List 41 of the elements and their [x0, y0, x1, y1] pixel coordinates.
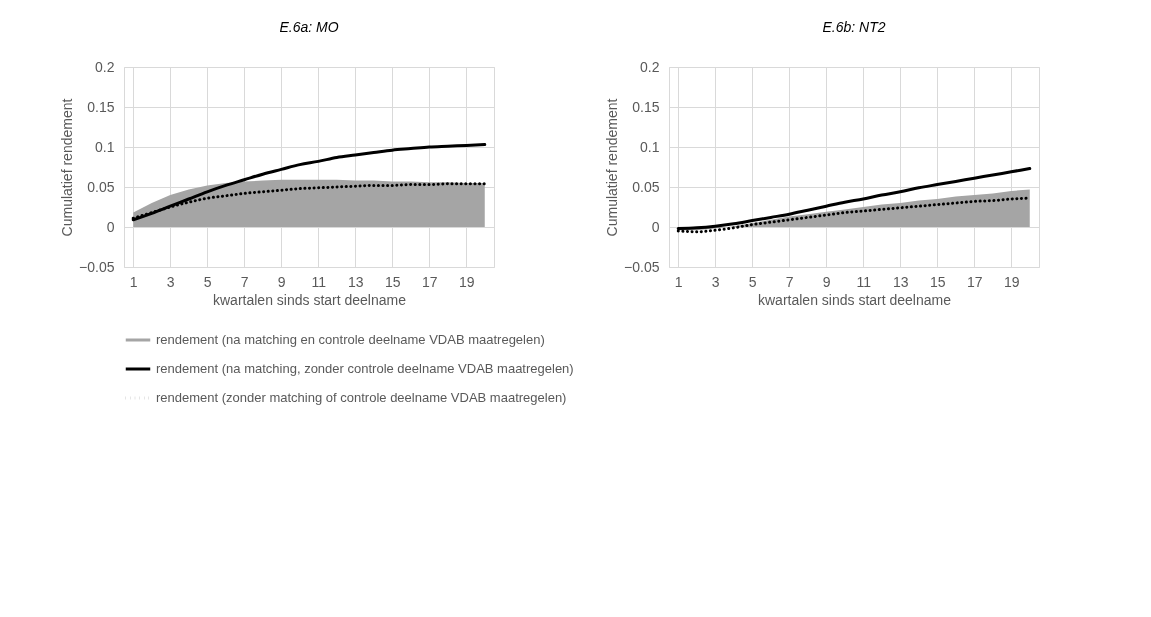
x-tick-label: 17: [421, 273, 438, 290]
x-tick-label: 15: [384, 273, 401, 290]
y-axis-title: Cumulatief rendement: [604, 98, 621, 237]
legend-label: rendement (na matching, zonder controle deelname VDAB maatregelen): [156, 361, 574, 376]
x-tick-label: 19: [458, 273, 475, 290]
x-tick-label: 5: [203, 273, 212, 290]
x-tick-label: 3: [711, 273, 720, 290]
y-tick-label: 0: [651, 218, 660, 235]
x-tick-label: 13: [347, 273, 364, 290]
x-tick-label: 11: [856, 273, 872, 290]
x-tick-label: 19: [1003, 273, 1020, 290]
y-axis-title: Cumulatief rendement: [59, 98, 76, 237]
x-tick-label: 7: [785, 273, 794, 290]
x-tick-label: 13: [892, 273, 909, 290]
x-tick-label: 9: [277, 273, 286, 290]
x-tick-label: 1: [129, 273, 138, 290]
x-tick-label: 3: [166, 273, 175, 290]
x-axis-title: kwartalen sinds start deelname: [213, 291, 407, 308]
legend-label: rendement (zonder matching of controle deelname VDAB maatregelen): [156, 390, 567, 405]
x-tick-label: 1: [674, 273, 683, 290]
legend-label: rendement (na matching en controle deelname VDAB maatregelen): [156, 332, 545, 347]
y-tick-label: 0.1: [95, 138, 115, 155]
x-tick-label: 17: [966, 273, 983, 290]
y-tick-label: 0.2: [95, 58, 115, 75]
x-axis-title: kwartalen sinds start deelname: [758, 291, 952, 308]
chart-title: E.6a: MO: [279, 19, 339, 35]
y-tick-label: 0: [106, 218, 115, 235]
y-tick-label: 0.15: [87, 98, 115, 115]
x-tick-label: 15: [929, 273, 946, 290]
y-tick-label: 0.05: [87, 178, 115, 195]
y-tick-label: −0.05: [624, 258, 660, 275]
y-tick-label: 0.05: [632, 178, 660, 195]
x-tick-label: 5: [748, 273, 757, 290]
x-tick-label: 7: [240, 273, 249, 290]
chart-title: E.6b: NT2: [822, 19, 886, 35]
y-tick-label: 0.1: [640, 138, 660, 155]
x-tick-label: 9: [822, 273, 831, 290]
y-tick-label: 0.2: [640, 58, 660, 75]
y-tick-label: −0.05: [79, 258, 115, 275]
x-tick-label: 11: [311, 273, 327, 290]
y-tick-label: 0.15: [632, 98, 660, 115]
